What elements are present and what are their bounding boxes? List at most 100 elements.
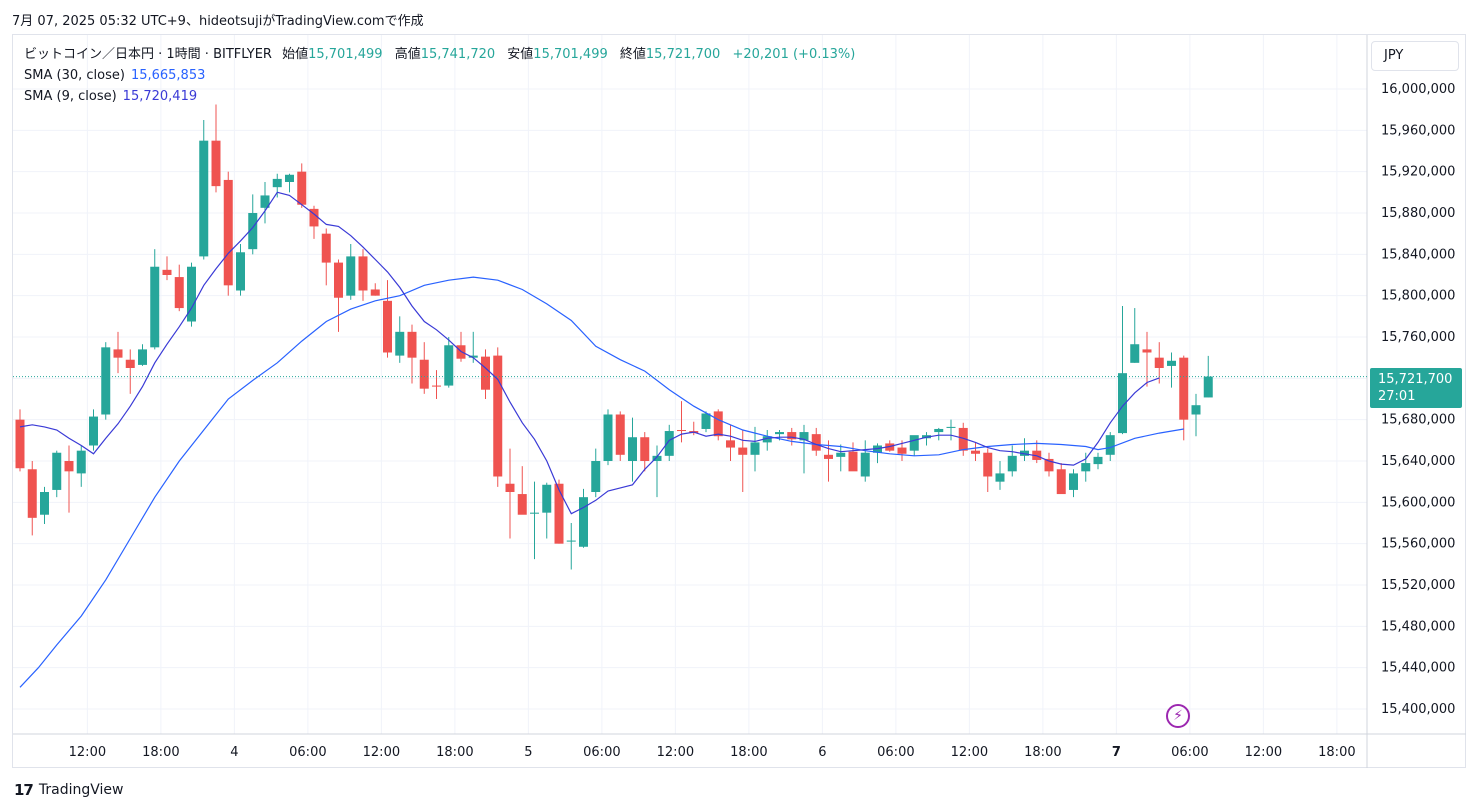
candle-body	[750, 442, 760, 455]
candle-body	[1093, 456, 1103, 465]
candle-body	[897, 447, 907, 454]
candle	[983, 448, 993, 492]
candle-body	[199, 140, 209, 257]
footer-brand[interactable]: 17 TradingView	[14, 781, 123, 799]
candle-body	[383, 300, 392, 353]
candle-body	[150, 266, 160, 348]
candle-body	[1154, 357, 1164, 368]
candle-body	[824, 454, 833, 459]
candle-body	[432, 385, 441, 387]
chart-frame	[12, 34, 1466, 768]
candle	[27, 461, 37, 536]
candle-body	[174, 277, 184, 309]
candle-body	[64, 461, 74, 472]
candle	[615, 411, 625, 461]
candle	[272, 173, 282, 198]
candle-body	[909, 435, 919, 451]
lightning-icon[interactable]: ⚡	[1166, 704, 1190, 728]
candle-body	[983, 452, 993, 477]
sma9-row[interactable]: SMA (9, close) 15,720,419	[24, 86, 855, 107]
candle	[199, 120, 209, 260]
candle	[432, 370, 441, 399]
time-tick-label: 18:00	[142, 745, 179, 760]
candle-body	[346, 256, 356, 296]
candle-body	[995, 473, 1005, 482]
candle-body	[554, 483, 564, 544]
currency-selector[interactable]: JPY	[1371, 41, 1459, 71]
price-tick-label: 15,800,000	[1381, 289, 1455, 304]
candle	[1118, 306, 1127, 435]
low-value: 15,701,499	[533, 47, 608, 62]
candle	[162, 256, 172, 281]
candle-body	[481, 356, 490, 390]
candle-body	[211, 140, 221, 187]
candle	[542, 482, 552, 539]
candle-body	[1167, 360, 1176, 366]
sma30-row[interactable]: SMA (30, close) 15,665,853	[24, 65, 855, 86]
price-tick-label: 15,760,000	[1381, 330, 1455, 345]
candle-body	[358, 256, 368, 291]
sma30-line	[19, 276, 1184, 688]
candle	[848, 442, 858, 472]
candle	[1191, 393, 1201, 437]
price-tick-label: 15,600,000	[1381, 495, 1455, 510]
candle-body	[1081, 463, 1091, 472]
time-tick-label: 18:00	[1024, 745, 1061, 760]
candle	[1154, 342, 1164, 384]
close-value: 15,721,700	[645, 47, 721, 62]
high-value: 15,741,720	[420, 47, 496, 62]
candle-body	[775, 432, 784, 435]
candle-body	[836, 452, 846, 457]
symbol-title[interactable]: ビットコイン／日本円 · 1時間 · BITFLYER	[24, 47, 272, 62]
candle-body	[517, 494, 527, 515]
candle	[211, 104, 221, 193]
candle	[1081, 452, 1091, 482]
candle	[40, 486, 49, 525]
candle-body	[138, 349, 147, 365]
candle-body	[542, 484, 552, 513]
candle-body	[1130, 344, 1140, 363]
candle-body	[407, 331, 417, 358]
price-tick-label: 15,480,000	[1381, 619, 1455, 634]
candle	[101, 342, 111, 420]
candle-body	[1044, 458, 1054, 472]
candle-body	[566, 540, 576, 542]
candle-body	[934, 428, 944, 433]
price-tick-label: 15,920,000	[1381, 165, 1455, 180]
candle	[971, 442, 980, 461]
candle-body	[309, 208, 319, 227]
candle	[297, 163, 307, 208]
candle-body	[958, 427, 968, 451]
candle	[640, 432, 650, 472]
price-tick-label: 15,960,000	[1381, 123, 1455, 138]
time-tick-label: 12:00	[1245, 745, 1282, 760]
time-tick-label: 4	[230, 745, 238, 760]
candle	[481, 349, 490, 399]
low-label: 安値	[507, 47, 534, 62]
sma9-label: SMA (9, close)	[24, 89, 117, 104]
candle	[285, 173, 294, 193]
price-tick-label: 15,640,000	[1381, 454, 1455, 469]
candle-body	[1056, 469, 1066, 495]
candle-body	[334, 262, 343, 298]
candle	[150, 249, 160, 350]
candle	[444, 337, 454, 388]
candle	[346, 244, 356, 300]
tradingview-logo-icon: 17	[14, 781, 34, 799]
candle	[677, 401, 686, 443]
candle	[1179, 355, 1189, 441]
candle	[334, 259, 343, 332]
last-price-tag: 15,721,700 27:01	[1370, 368, 1462, 408]
snapshot-info: 7月 07, 2025 05:32 UTC+9、hideotsujiがTradi…	[12, 14, 424, 29]
candle	[530, 481, 539, 560]
candle	[1020, 438, 1029, 461]
change-value: +20,201 (+0.13%)	[732, 47, 856, 62]
candle-body	[787, 432, 797, 440]
price-tick-label: 16,000,000	[1381, 82, 1455, 97]
candle-body	[628, 437, 637, 461]
candle-body	[493, 355, 503, 477]
time-tick-label: 06:00	[1171, 745, 1208, 760]
candle	[113, 331, 123, 374]
candle-body	[652, 455, 662, 461]
